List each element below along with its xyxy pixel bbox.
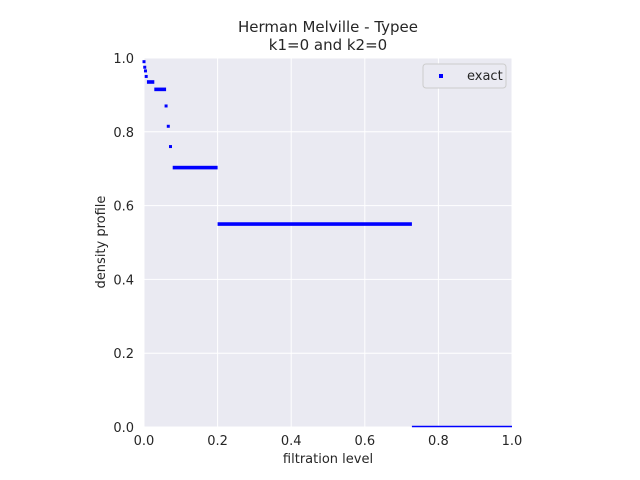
x-tick-label: 0.8 — [428, 434, 449, 449]
y-tick-label: 1.0 — [113, 52, 134, 67]
legend: exact — [422, 63, 507, 89]
x-tick-label: 0.0 — [134, 434, 155, 449]
plot-area — [144, 58, 512, 427]
data-point — [143, 69, 147, 73]
x-tick-labels: 0.0 0.2 0.4 0.6 0.8 1.0 — [134, 434, 523, 449]
chart-title-line1: Herman Melville - Typee — [238, 18, 418, 36]
x-axis-label: filtration level — [283, 452, 373, 467]
data-point-run — [154, 87, 167, 92]
data-point — [143, 65, 147, 69]
exact-series — [142, 60, 512, 428]
data-point — [144, 74, 148, 78]
legend-marker — [439, 74, 443, 78]
legend-box — [422, 63, 507, 89]
x-tick-label: 0.4 — [281, 434, 302, 449]
x-tick-label: 0.2 — [207, 434, 228, 449]
y-tick-label: 0.4 — [113, 273, 134, 288]
data-point — [142, 60, 146, 64]
data-point-run — [172, 165, 218, 170]
data-point-run — [217, 222, 412, 226]
data-point — [166, 124, 170, 128]
y-tick-label: 0.2 — [113, 347, 134, 362]
y-tick-label: 0.6 — [113, 200, 134, 215]
x-tick-label: 0.6 — [354, 434, 375, 449]
y-tick-label: 0.0 — [113, 421, 134, 436]
data-point — [164, 104, 168, 108]
y-tick-label: 0.8 — [113, 126, 134, 141]
legend-label-exact: exact — [467, 69, 503, 84]
y-tick-labels: 0.0 0.2 0.4 0.6 0.8 1.0 — [113, 52, 134, 436]
data-point — [168, 145, 172, 149]
y-axis-label: density profile — [94, 196, 109, 289]
data-point-run — [146, 80, 155, 84]
grid-lines — [143, 57, 513, 428]
chart-title-line2: k1=0 and k2=0 — [269, 36, 387, 54]
x-tick-label: 1.0 — [502, 434, 523, 449]
